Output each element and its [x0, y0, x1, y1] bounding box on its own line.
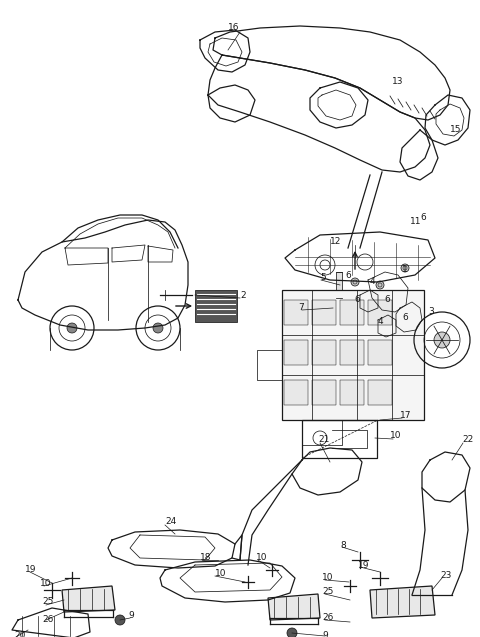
Text: 24: 24	[165, 517, 176, 527]
Circle shape	[115, 615, 125, 625]
Circle shape	[287, 628, 297, 637]
Text: 16: 16	[228, 24, 240, 32]
Circle shape	[153, 323, 163, 333]
Text: 10: 10	[40, 580, 51, 589]
Bar	[368, 340, 392, 365]
Polygon shape	[370, 586, 435, 618]
Text: 15: 15	[450, 125, 461, 134]
Text: 23: 23	[440, 571, 451, 580]
Bar	[312, 340, 336, 365]
Text: 4: 4	[378, 317, 384, 327]
Text: 5: 5	[320, 273, 326, 282]
Circle shape	[434, 332, 450, 348]
Polygon shape	[62, 586, 115, 612]
Text: 1: 1	[402, 266, 408, 275]
Circle shape	[381, 301, 389, 309]
Text: 25: 25	[42, 598, 53, 606]
Circle shape	[376, 281, 384, 289]
Text: 26: 26	[322, 613, 334, 622]
Text: 25: 25	[322, 587, 334, 596]
Text: 4: 4	[370, 278, 376, 287]
Text: 6: 6	[420, 213, 426, 222]
Text: 11: 11	[410, 217, 421, 227]
Bar	[340, 300, 364, 325]
Bar	[368, 380, 392, 405]
Bar	[284, 380, 308, 405]
Text: 18: 18	[200, 554, 212, 562]
Circle shape	[351, 278, 359, 286]
Bar	[284, 340, 308, 365]
Polygon shape	[268, 594, 320, 620]
Text: 19: 19	[358, 561, 370, 569]
Bar	[312, 380, 336, 405]
Polygon shape	[195, 290, 237, 322]
Text: 26: 26	[42, 615, 53, 624]
Text: 3: 3	[428, 308, 434, 317]
Polygon shape	[282, 290, 424, 420]
Bar	[340, 380, 364, 405]
Bar	[368, 300, 392, 325]
Text: 12: 12	[330, 238, 341, 247]
Circle shape	[328, 303, 338, 313]
Text: 7: 7	[298, 303, 304, 313]
Text: 21: 21	[318, 436, 329, 445]
Bar	[284, 300, 308, 325]
Text: 8: 8	[340, 541, 346, 550]
Circle shape	[67, 323, 77, 333]
Bar	[312, 300, 336, 325]
Text: 10: 10	[256, 554, 267, 562]
Text: 9: 9	[128, 612, 134, 620]
Text: 17: 17	[400, 410, 411, 420]
Text: 10: 10	[390, 431, 401, 441]
Bar	[340, 340, 364, 365]
Polygon shape	[336, 272, 342, 298]
Text: 6: 6	[345, 271, 351, 280]
Text: 2: 2	[240, 290, 246, 299]
Text: 22: 22	[462, 436, 473, 445]
Circle shape	[401, 264, 409, 272]
Text: 10: 10	[322, 573, 334, 582]
Text: 6: 6	[384, 296, 390, 304]
Text: 10: 10	[215, 569, 227, 578]
Text: 13: 13	[392, 78, 404, 87]
Text: 19: 19	[25, 566, 36, 575]
Text: 20: 20	[14, 631, 25, 637]
Text: 6: 6	[402, 313, 408, 322]
Text: 6: 6	[354, 296, 360, 304]
Text: 9: 9	[322, 631, 328, 637]
